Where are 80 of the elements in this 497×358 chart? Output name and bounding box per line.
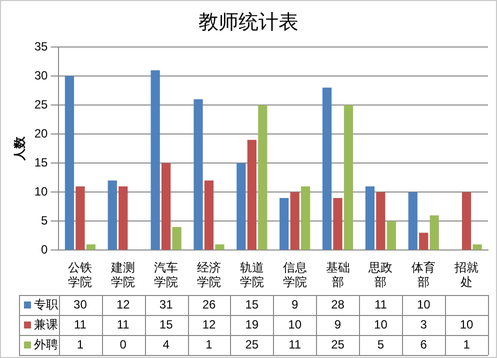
bar [472,244,482,250]
bar [118,186,128,250]
data-label: 1 [76,337,84,352]
data-label: 3 [420,317,428,332]
bar [322,88,332,250]
x-tick-label: 建测学院 [110,260,136,290]
data-label: 4 [162,337,170,352]
data-label: 11 [74,317,87,332]
bar [204,180,214,250]
data-label: 11 [116,317,130,332]
x-tick-label: 招就处 [454,260,479,290]
data-label: 11 [374,297,388,312]
data-label: 15 [245,297,259,312]
data-label: 10 [416,297,431,312]
bar [64,76,74,250]
data-label: 11 [288,337,302,352]
bar [247,140,256,250]
bar [280,198,289,250]
data-label: 31 [159,297,174,312]
data-label: 9 [291,297,298,312]
data-label: 25 [245,337,259,352]
bar [408,192,418,250]
bar [419,232,428,250]
data-label: 9 [334,317,342,332]
y-tick-label: 5 [41,213,48,228]
legend-label: 专职 [34,297,58,312]
bar [162,163,171,250]
bar [172,226,182,250]
data-label: 6 [420,337,428,352]
bar [76,186,85,250]
bar [430,215,439,250]
data-label: 28 [331,297,345,312]
bar [194,99,203,250]
bar [365,186,375,250]
x-tick-label: 基础部 [326,260,350,290]
y-tick-label: 35 [34,39,48,54]
data-label: 0 [120,337,127,352]
y-tick-label: 10 [34,184,48,198]
data-label: 10 [374,317,388,332]
bar [290,192,300,250]
data-label: 10 [460,317,474,332]
y-tick-label: 15 [34,155,48,170]
bar [150,70,160,250]
bar [86,244,96,250]
bar [462,192,472,250]
x-tick-label: 汽车学院 [154,260,178,290]
data-label: 10 [288,317,302,332]
data-label: 12 [116,297,130,312]
bar [301,186,310,250]
y-tick-label: 0 [41,242,48,257]
bar [236,163,246,250]
bar [344,105,354,250]
x-tick-label: 轨道学院 [240,260,264,290]
bar [258,105,268,250]
y-tick-label: 30 [34,68,48,82]
chart-title: 教师统计表 [198,12,298,34]
bar [333,198,342,250]
x-tick-label: 公铁学院 [68,260,92,290]
data-label: 1 [463,337,470,352]
data-label: 1 [206,337,213,352]
bar [108,180,117,250]
x-tick-label: 思政部 [368,260,393,290]
data-label: 15 [159,317,174,332]
data-label: 19 [245,317,259,332]
bar [215,244,224,250]
y-tick-label: 20 [34,126,48,140]
x-tick-label: 信息学院 [282,260,307,290]
legend-label: 外聘 [34,337,58,352]
y-tick-label: 25 [34,97,48,112]
x-tick-label: 经济学院 [196,260,221,290]
data-label: 30 [74,297,88,312]
data-label: 25 [331,337,345,352]
data-label: 12 [202,317,216,332]
data-label: 5 [377,337,384,352]
bar [386,221,396,250]
legend-label: 兼课 [34,317,58,332]
x-tick-label: 体育部 [412,260,436,290]
bar [376,192,386,250]
data-label: 26 [202,297,216,312]
y-axis-title: 人数 [12,136,27,162]
